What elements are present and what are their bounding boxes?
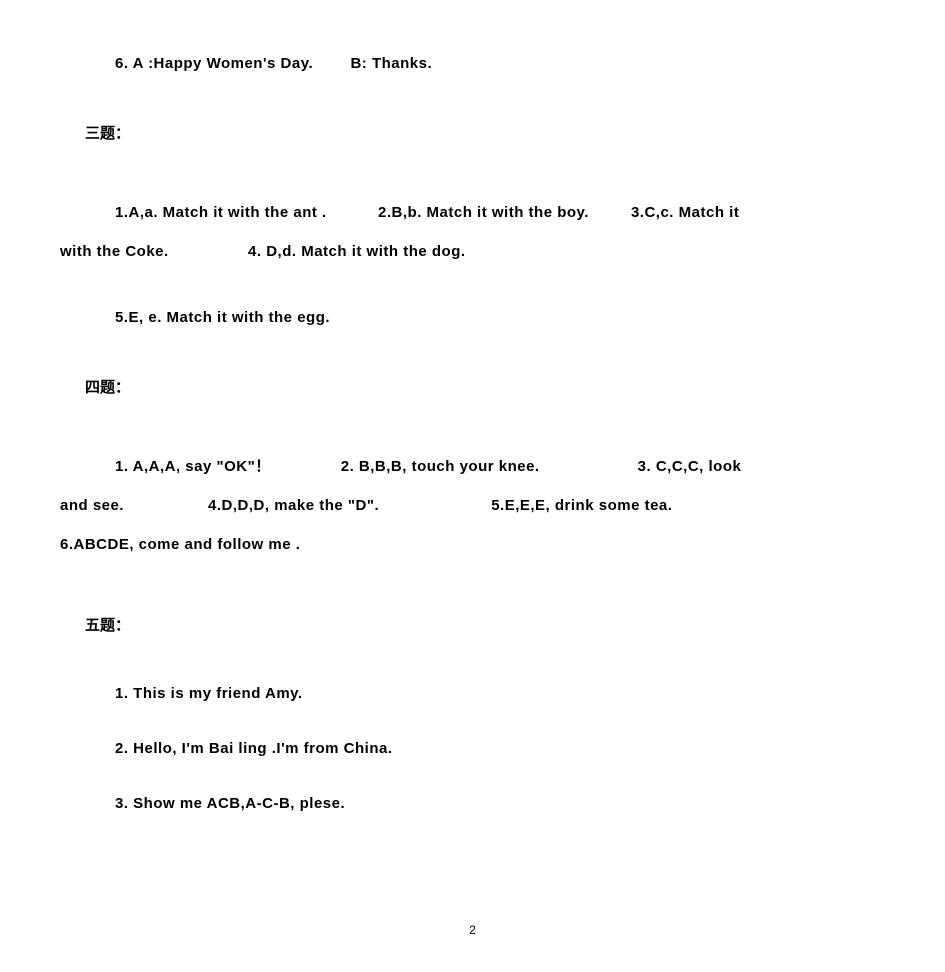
q2-item6: 6. A :Happy Women's Day. B: Thanks. — [60, 55, 885, 72]
s3-item4: 4. D,d. Match it with the dog. — [248, 243, 466, 260]
s4-item2: 2. B,B,B, touch your knee. — [341, 458, 540, 475]
section4-row2: and see. 4.D,D,D, make the "D". 5.E,E,E,… — [60, 486, 885, 525]
section4-heading: 四题： — [60, 376, 885, 397]
s4-item5: 5.E,E,E, drink some tea. — [491, 497, 672, 514]
section3-row2: with the Coke. 4. D,d. Match it with the… — [60, 232, 885, 271]
page-number: 2 — [0, 923, 945, 937]
s4-item1: 1. A,A,A, say "OK"！ — [115, 458, 271, 475]
q2-item6-a: 6. A :Happy Women's Day. — [115, 55, 313, 72]
section3-heading: 三题： — [60, 122, 885, 143]
s3-item3b: with the Coke. — [60, 243, 169, 260]
s4-item3b: and see. — [60, 497, 124, 514]
s4-item6: 6.ABCDE, come and follow me . — [60, 536, 300, 553]
s3-item2: 2.B,b. Match it with the boy. — [378, 204, 589, 221]
section3-row1: 1.A,a. Match it with the ant . 2.B,b. Ma… — [60, 193, 885, 232]
q2-item6-b: B: Thanks. — [350, 55, 432, 72]
s3-item5: 5.E, e. Match it with the egg. — [60, 309, 885, 326]
s4-item3a: 3. C,C,C, look — [638, 458, 742, 475]
s5-item1: 1. This is my friend Amy. — [60, 685, 885, 702]
section5-heading: 五题： — [60, 614, 885, 635]
s5-item3: 3. Show me ACB,A-C-B, plese. — [60, 795, 885, 812]
s4-item4: 4.D,D,D, make the "D". — [208, 497, 379, 514]
section4-row1: 1. A,A,A, say "OK"！ 2. B,B,B, touch your… — [60, 447, 885, 486]
s3-item3a: 3.C,c. Match it — [631, 204, 739, 221]
s5-item2: 2. Hello, I'm Bai ling .I'm from China. — [60, 740, 885, 757]
section4-row3: 6.ABCDE, come and follow me . — [60, 525, 885, 564]
s3-item1: 1.A,a. Match it with the ant . — [115, 204, 327, 221]
